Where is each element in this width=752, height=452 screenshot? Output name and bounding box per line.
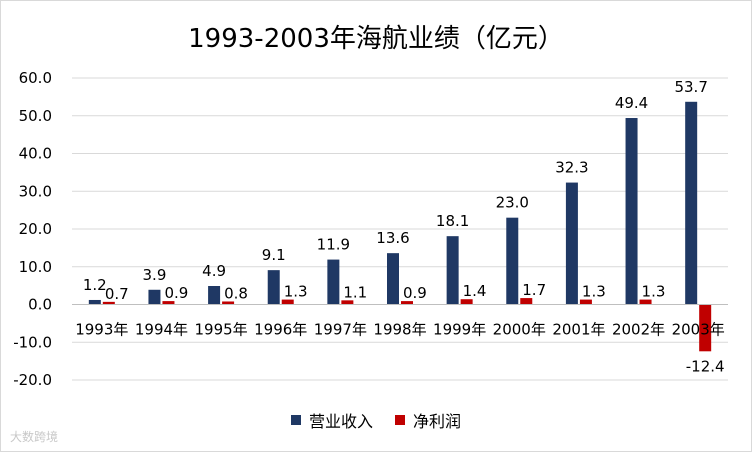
data-label-revenue: 4.9 — [202, 262, 226, 280]
y-tick-label: 0.0 — [28, 296, 52, 314]
data-label-revenue: 1.2 — [83, 276, 107, 294]
data-label-net-profit: -12.4 — [686, 357, 725, 375]
data-label-revenue: 18.1 — [436, 212, 469, 230]
legend: 营业收入 净利润 — [0, 408, 752, 432]
data-label-net-profit: 1.7 — [522, 281, 546, 299]
y-tick-label: 20.0 — [19, 220, 52, 238]
x-tick-label: 2003年 — [672, 321, 725, 339]
x-tick-label: 1997年 — [314, 321, 367, 339]
legend-item-net-profit: 净利润 — [395, 408, 461, 432]
data-label-revenue: 49.4 — [615, 94, 648, 112]
data-label-revenue: 23.0 — [496, 194, 529, 212]
bar-net-profit — [460, 299, 473, 305]
bar-net-profit — [699, 304, 712, 352]
x-tick-label: 2001年 — [552, 321, 605, 339]
watermark: 大数跨境 — [10, 430, 59, 444]
data-label-net-profit: 1.3 — [582, 283, 606, 301]
x-tick-label: 1998年 — [373, 321, 426, 339]
bar-revenue — [148, 289, 161, 305]
x-tick-label: 1996年 — [254, 321, 307, 339]
x-tick-label: 1999年 — [433, 321, 486, 339]
y-tick-label: 10.0 — [19, 258, 52, 276]
data-label-revenue: 13.6 — [376, 229, 409, 247]
bar-revenue — [506, 217, 519, 305]
bar-revenue — [208, 286, 221, 305]
data-label-revenue: 53.7 — [674, 78, 707, 96]
bar-net-profit — [520, 298, 533, 305]
data-label-net-profit: 0.9 — [164, 284, 188, 302]
data-label-revenue: 9.1 — [262, 246, 286, 264]
data-label-net-profit: 1.3 — [284, 283, 308, 301]
bar-revenue — [685, 101, 698, 305]
data-label-net-profit: 0.7 — [105, 285, 129, 303]
bar-net-profit — [102, 301, 115, 305]
data-label-net-profit: 1.1 — [343, 283, 367, 301]
legend-item-revenue: 营业收入 — [290, 408, 373, 432]
bar-net-profit — [162, 301, 175, 305]
chart-title: 1993-2003年海航业绩（亿元） — [188, 24, 564, 54]
x-tick-label: 2000年 — [493, 321, 546, 339]
data-label-revenue: 11.9 — [317, 236, 350, 254]
y-tick-label: 40.0 — [19, 145, 52, 163]
y-tick-label: -20.0 — [13, 371, 52, 389]
bar-revenue — [387, 253, 399, 305]
x-tick-label: 1993年 — [75, 321, 128, 339]
y-tick-label: 50.0 — [19, 107, 52, 125]
bar-revenue — [88, 299, 101, 305]
bar-revenue — [327, 259, 340, 305]
x-tick-label: 1994年 — [135, 321, 188, 339]
bar-revenue — [446, 236, 459, 305]
data-label-net-profit: 0.9 — [403, 284, 427, 302]
data-label-net-profit: 0.8 — [224, 284, 248, 302]
bar-net-profit — [222, 301, 235, 305]
data-label-revenue: 3.9 — [143, 266, 167, 284]
bar-net-profit — [401, 301, 413, 305]
data-label-revenue: 32.3 — [555, 159, 588, 177]
x-tick-label: 1995年 — [194, 321, 247, 339]
legend-swatch-revenue — [290, 415, 301, 425]
x-tick-label: 2002年 — [612, 321, 665, 339]
legend-label-revenue: 营业收入 — [308, 412, 373, 431]
bar-net-profit — [341, 300, 354, 305]
bar-revenue — [565, 182, 578, 305]
bar-net-profit — [579, 299, 592, 305]
bar-revenue — [267, 270, 280, 305]
legend-label-net-profit: 净利润 — [413, 412, 462, 431]
y-tick-label: -10.0 — [13, 333, 52, 351]
bar-revenue — [625, 118, 638, 305]
bar-net-profit — [281, 299, 294, 305]
data-label-net-profit: 1.3 — [642, 283, 666, 301]
data-label-net-profit: 1.4 — [463, 282, 487, 300]
bar-net-profit — [639, 299, 652, 305]
legend-swatch-net-profit — [395, 415, 405, 425]
y-tick-label: 30.0 — [19, 182, 52, 200]
y-tick-label: 60.0 — [19, 69, 52, 87]
